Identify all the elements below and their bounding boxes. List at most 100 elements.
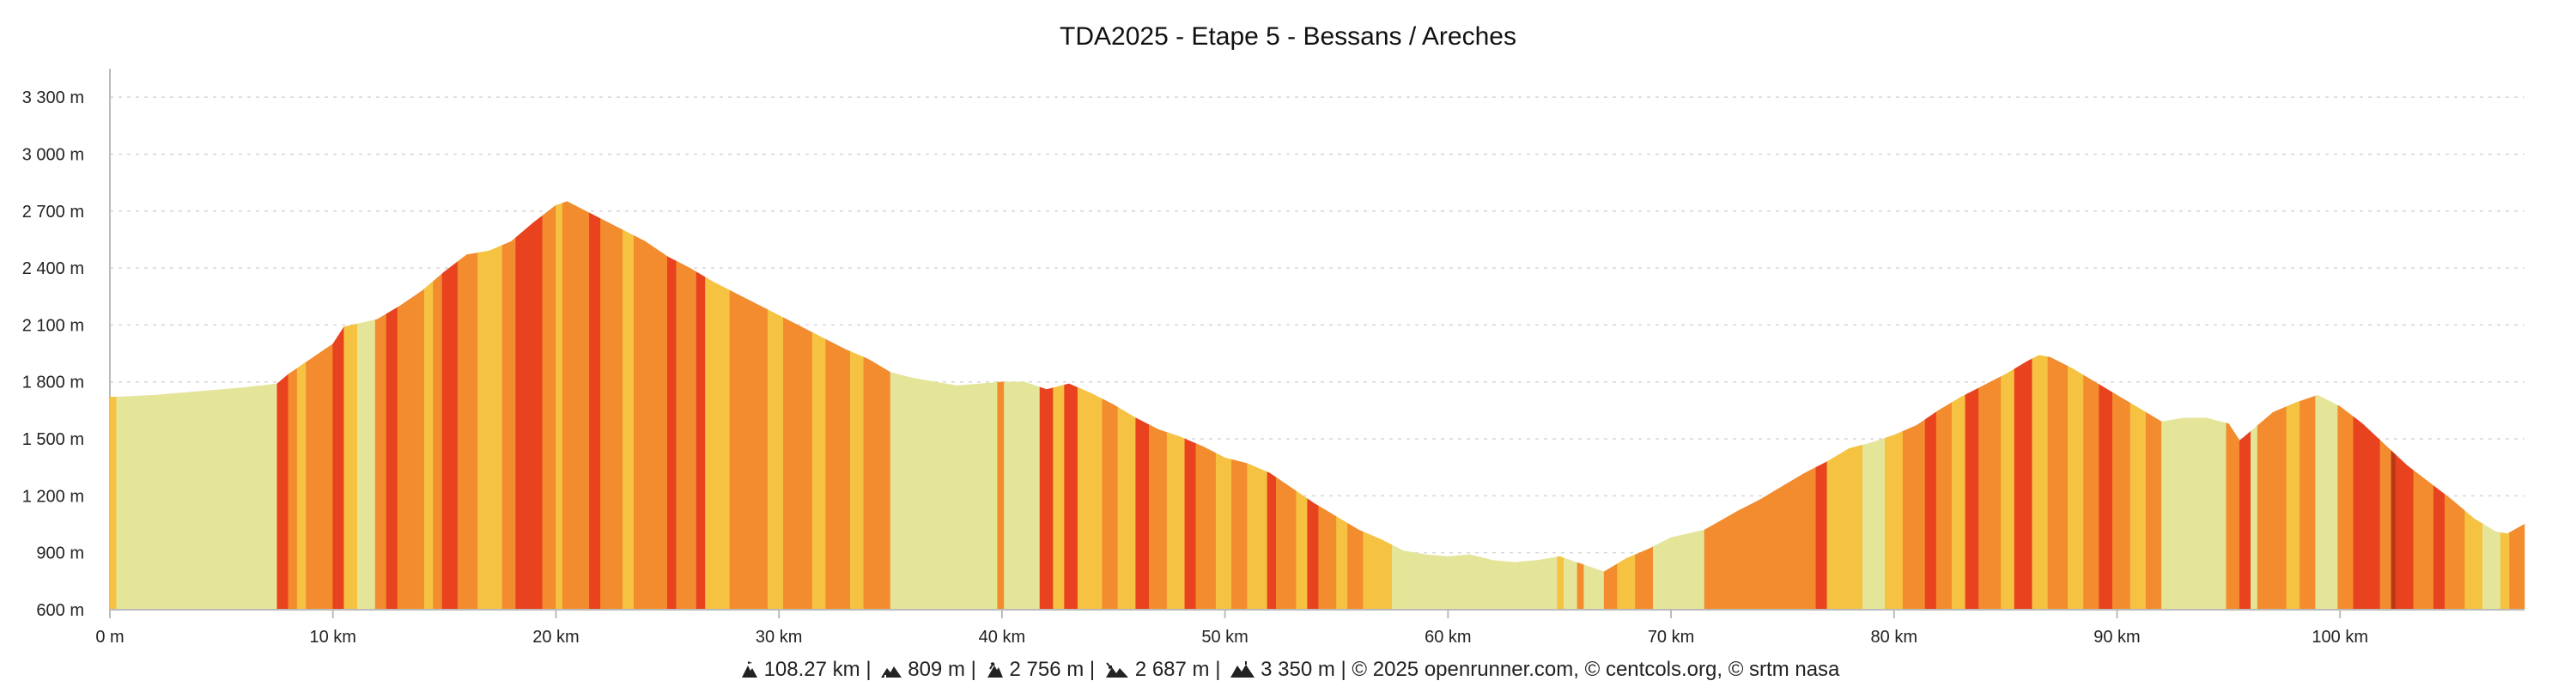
gradient-band-steep <box>1064 383 1078 611</box>
gradient-band-moderate <box>1635 546 1654 611</box>
elevation-max-icon <box>1230 660 1255 685</box>
gradient-band-gentle <box>1336 516 1348 611</box>
gradient-band-moderate <box>2145 411 2162 611</box>
gradient-band-moderate <box>542 204 556 611</box>
gradient-band-moderate <box>457 252 478 611</box>
y-tick-label: 1 500 m <box>22 430 84 449</box>
gradient-band-moderate <box>2509 524 2525 611</box>
gradient-band-moderate <box>2413 470 2434 611</box>
gradient-band-flat <box>1583 564 1605 611</box>
y-tick-label: 2 100 m <box>22 316 84 335</box>
gradient-band-steep <box>1184 438 1197 611</box>
gradient-band-moderate <box>2083 374 2100 611</box>
elevation-max-value: 3 350 m <box>1261 658 1335 681</box>
gradient-band-flat <box>1392 544 1558 611</box>
gradient-band-moderate <box>600 218 623 611</box>
gradient-band-steep <box>2353 416 2381 611</box>
gradient-band-gentle <box>423 280 434 611</box>
gradient-band-moderate <box>676 260 697 611</box>
gradient-band-steep <box>2239 430 2251 611</box>
gradient-band-moderate <box>288 368 298 611</box>
gradient-bands <box>109 201 2525 611</box>
gradient-band-flat <box>2251 424 2258 611</box>
gradient-band-gentle <box>767 309 784 611</box>
gradient-band-steep <box>2395 454 2415 611</box>
y-axis-ticks: 600 m 900 m 1 200 m 1 500 m 1 800 m 2 100 m 2 … <box>22 69 111 620</box>
gradient-band-moderate <box>729 289 769 611</box>
gradient-band-gentle <box>849 350 865 611</box>
gradient-band-gentle <box>2001 368 2015 611</box>
gradient-band-gentle <box>1077 386 1103 611</box>
gradient-band-moderate <box>562 201 590 611</box>
gradient-band-steep <box>276 374 289 611</box>
gradient-band-moderate <box>306 343 334 611</box>
gradient-band-moderate <box>1318 505 1337 611</box>
gradient-band-steep <box>2433 485 2445 611</box>
gradient-band-moderate <box>1902 418 1926 611</box>
x-tick-label: 60 km <box>1425 628 1471 647</box>
x-tick-label: 70 km <box>1648 628 1694 647</box>
gradient-band-gentle <box>1117 406 1137 611</box>
x-tick-label: 0 m <box>95 628 124 647</box>
gradient-band-steep <box>2014 358 2033 611</box>
y-tick-label: 2 400 m <box>22 259 84 278</box>
y-tick-label: 2 700 m <box>22 203 84 222</box>
gradient-band-steep <box>441 260 459 611</box>
gradient-band-steep <box>1815 461 1828 611</box>
gradient-band-moderate <box>1935 402 1953 611</box>
gradient-band-moderate <box>2226 423 2240 611</box>
gradient-band-steep <box>1307 498 1319 611</box>
gradient-band-moderate <box>1704 466 1817 611</box>
separator: | <box>964 658 982 681</box>
gradient-band-moderate <box>2257 406 2287 611</box>
y-tick-label: 1 800 m <box>22 374 84 392</box>
gradient-band-steep <box>1965 387 1979 611</box>
x-tick-label: 80 km <box>1871 628 1917 647</box>
distance-icon <box>740 660 759 685</box>
gradient-band-flat <box>890 372 998 611</box>
gradient-band-moderate <box>1347 522 1364 611</box>
ascent-icon <box>986 660 1005 685</box>
gradient-band-steep <box>696 271 706 611</box>
gradient-band-moderate <box>2379 440 2392 611</box>
gradient-band-moderate <box>2047 356 2069 611</box>
x-tick-label: 10 km <box>309 628 355 647</box>
gradient-band-gentle <box>1617 554 1636 611</box>
gradient-band-steep <box>667 256 677 611</box>
x-tick-label: 40 km <box>979 628 1025 647</box>
gradient-band-steep <box>2099 384 2113 611</box>
gradient-band-moderate <box>1603 562 1619 611</box>
gradient-band-gentle <box>1215 453 1232 611</box>
gradient-band-moderate <box>2337 404 2354 611</box>
gradient-band-flat <box>1652 529 1705 611</box>
gradient-band-very-steep <box>2391 450 2397 611</box>
gradient-band-moderate <box>783 317 813 611</box>
gradient-band-gentle <box>2286 400 2300 611</box>
gradient-band-gentle <box>477 245 503 611</box>
gradient-band-gentle <box>1296 490 1308 611</box>
gradient-band-flat <box>2482 523 2501 611</box>
gradient-band-steep <box>515 215 544 611</box>
x-tick-label: 20 km <box>532 628 579 647</box>
gradient-band-moderate <box>433 273 443 611</box>
gradient-band-gentle <box>2500 532 2510 611</box>
gradient-band-moderate <box>374 313 387 611</box>
gradient-band-moderate <box>1102 398 1119 611</box>
gradient-band-steep <box>1924 411 1937 611</box>
gradient-band-moderate <box>1978 376 2002 611</box>
gradient-band-gentle <box>811 331 826 611</box>
gradient-band-gentle <box>1363 531 1393 611</box>
gradient-band-gentle <box>2129 402 2147 611</box>
gradient-band-moderate <box>501 237 516 611</box>
gradient-band-moderate <box>1195 443 1217 611</box>
gradient-band-steep <box>386 307 398 611</box>
chart-title: TDA2025 - Etape 5 - Bessans / Areches <box>1060 22 1516 51</box>
y-tick-label: 900 m <box>36 544 84 563</box>
distance-value: 108.27 km <box>763 658 860 681</box>
gradient-band-steep <box>332 325 345 611</box>
elevation-min-value: 809 m <box>908 658 965 681</box>
gradient-band-moderate <box>997 381 1005 611</box>
gradient-band-gentle <box>1557 556 1564 611</box>
gradient-band-flat <box>1862 437 1886 611</box>
